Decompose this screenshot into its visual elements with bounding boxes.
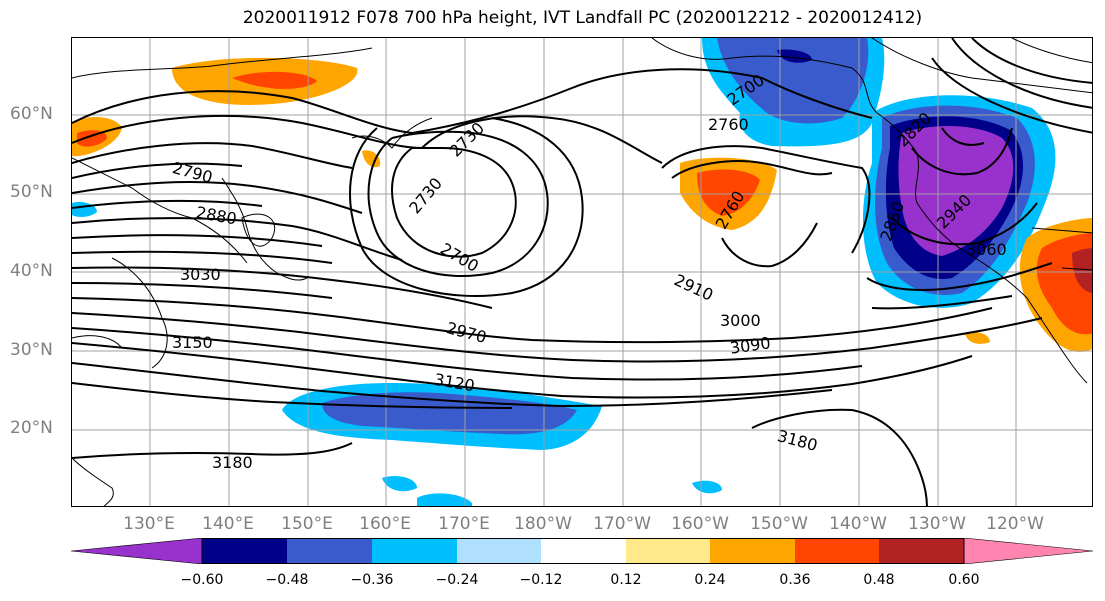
contour-label: 3060: [966, 240, 1007, 259]
colorbar-swatch: [879, 538, 964, 564]
colorbar: [71, 538, 1093, 564]
graticule: [72, 38, 1092, 506]
height-contours: [72, 38, 1092, 506]
contour-label: 3030: [180, 265, 221, 284]
contour-label: 2880: [195, 203, 238, 229]
lat-label-40n: 40°N: [10, 261, 53, 281]
colorbar-tick: −0.36: [350, 572, 394, 588]
colorbar-outline: [201, 538, 965, 564]
contour-label: 3090: [729, 333, 772, 357]
contour-label: 3150: [172, 333, 213, 352]
colorbar-swatch: [710, 538, 795, 564]
lon-label-130w: 130°W: [908, 514, 966, 534]
colorbar-tick: 0.24: [694, 572, 726, 588]
lon-label-160w: 160°W: [671, 514, 729, 534]
colorbar-swatch: [202, 538, 287, 564]
lon-label-150w: 150°W: [750, 514, 808, 534]
contour-label: 2700: [437, 239, 482, 276]
colorbar-tick: 0.12: [610, 572, 642, 588]
colorbar-swatch: [457, 538, 541, 564]
lon-label-130e: 130°E: [123, 514, 175, 534]
colorbar-tick: −0.60: [180, 572, 224, 588]
contour-label: 3000: [720, 311, 761, 330]
colorbar-tick: −0.12: [519, 572, 563, 588]
colorbar-tick: −0.48: [265, 572, 309, 588]
colorbar-tick: 0.60: [948, 572, 980, 588]
colorbar-swatch: [541, 538, 626, 564]
contour-label: 3180: [212, 453, 253, 472]
contour-label: 2760: [708, 115, 749, 134]
lon-label-180w: 180°W: [514, 514, 572, 534]
lon-label-150e: 150°E: [281, 514, 333, 534]
lon-label-170e: 170°E: [438, 514, 490, 534]
contour-label: 2910: [671, 270, 716, 304]
colorbar-extend-low: [71, 538, 203, 564]
lat-label-50n: 50°N: [10, 182, 53, 202]
colorbar-extend-high: [963, 538, 1093, 564]
lat-label-20n: 20°N: [10, 418, 53, 438]
colorbar-tick: 0.36: [779, 572, 811, 588]
lon-label-170w: 170°W: [593, 514, 651, 534]
lat-label-60n: 60°N: [10, 104, 53, 124]
contour-label: 2970: [444, 318, 488, 347]
colorbar-tick: 0.48: [863, 572, 895, 588]
lon-label-160e: 160°E: [359, 514, 411, 534]
lon-label-140w: 140°W: [829, 514, 887, 534]
colorbar-tick: −0.24: [435, 572, 479, 588]
colorbar-swatch: [372, 538, 457, 564]
colorbar-swatch: [287, 538, 372, 564]
colorbar-swatch: [626, 538, 710, 564]
map-title: 2020011912 F078 700 hPa height, IVT Land…: [242, 8, 923, 28]
map-svg: 2700 2760 2730 2730 2790 2880 3030 3150 …: [72, 38, 1092, 506]
contour-label: 2730: [405, 174, 446, 217]
lon-label-140e: 140°E: [202, 514, 254, 534]
lon-label-120w: 120°W: [986, 514, 1044, 534]
colorbar-swatch: [795, 538, 879, 564]
map-panel: 2700 2760 2730 2730 2790 2880 3030 3150 …: [71, 37, 1093, 507]
lat-label-30n: 30°N: [10, 340, 53, 360]
